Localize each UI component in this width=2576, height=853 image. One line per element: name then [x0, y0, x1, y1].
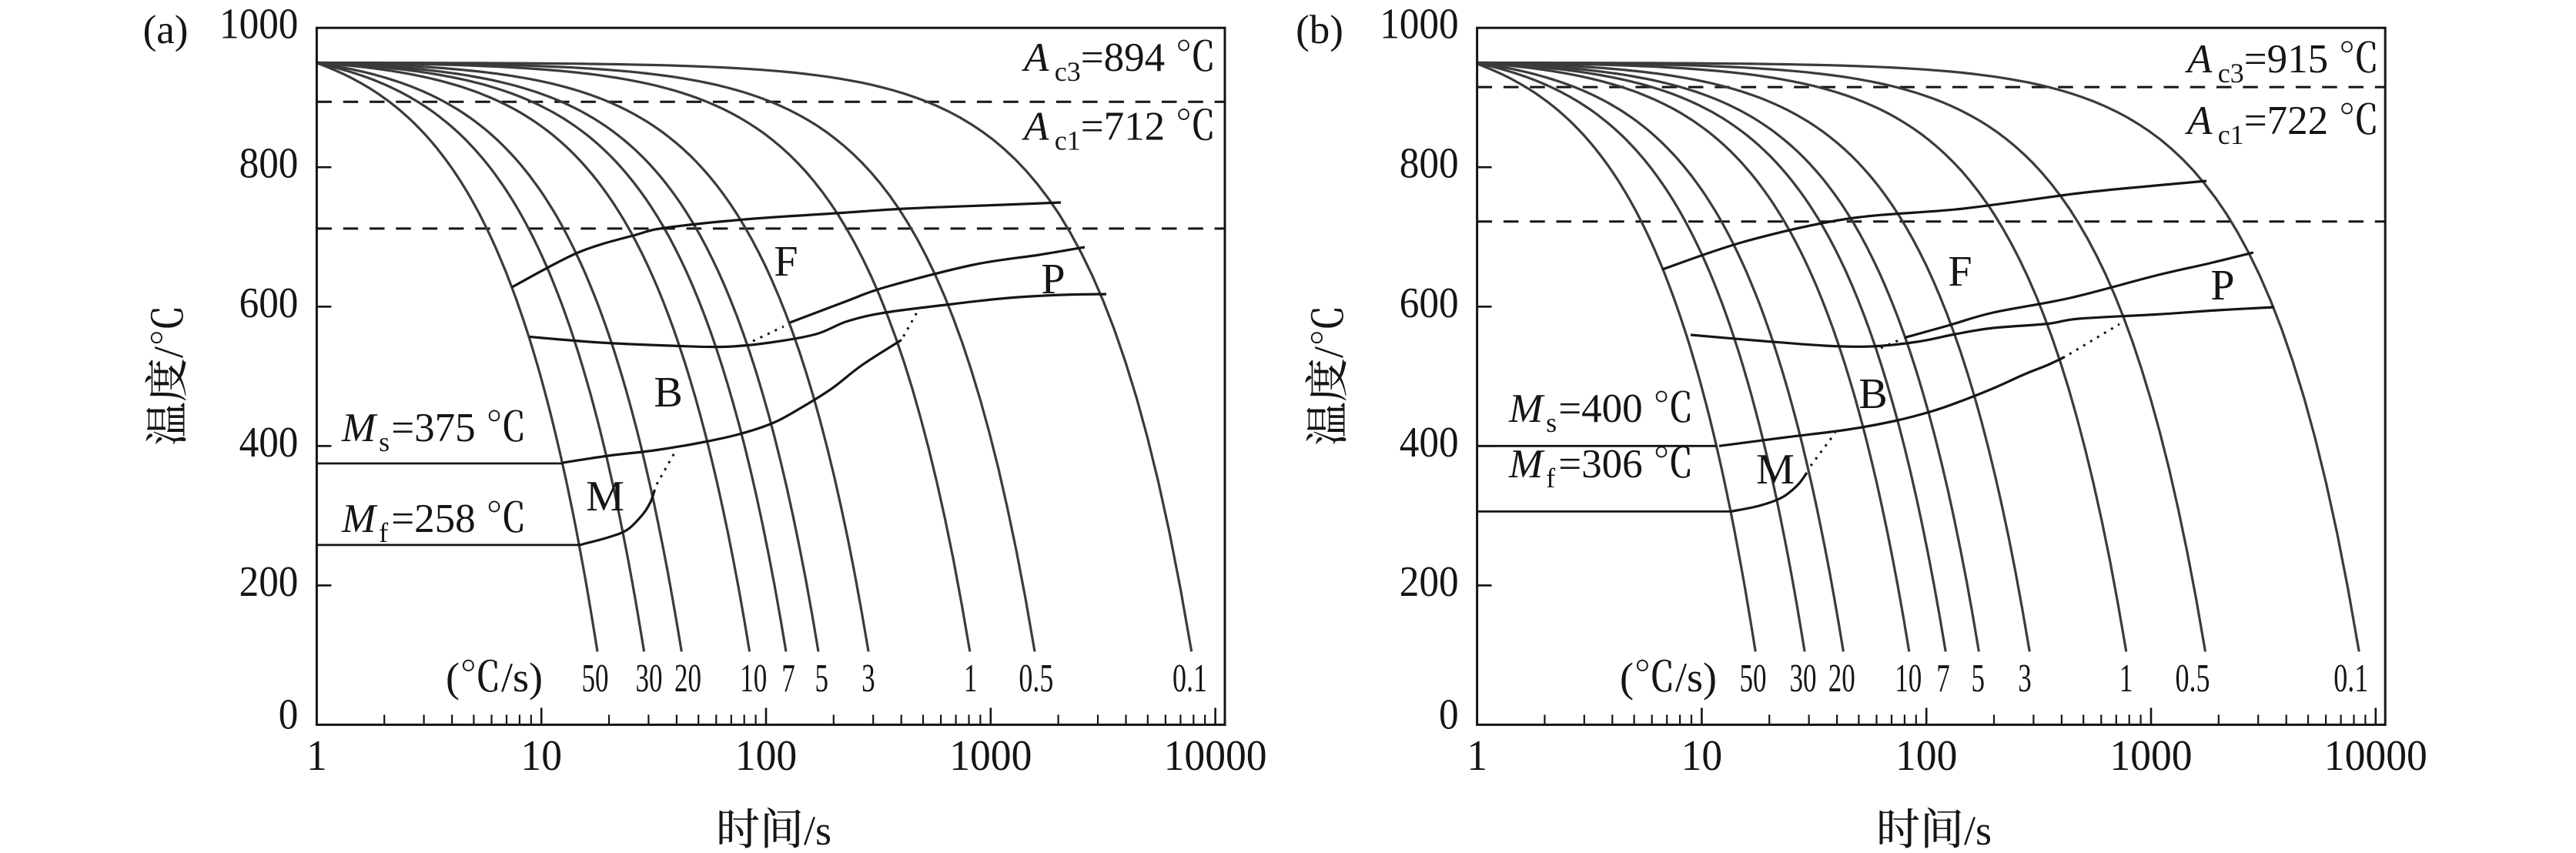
svg-text:/s): /s) [1675, 654, 1717, 701]
svg-text:600: 600 [239, 279, 299, 327]
svg-text:5: 5 [815, 657, 828, 701]
svg-text:/s: /s [804, 808, 831, 853]
svg-text:400: 400 [239, 419, 299, 467]
svg-text:10: 10 [1681, 732, 1723, 780]
svg-text:(a): (a) [143, 8, 189, 52]
svg-text:M: M [1508, 442, 1545, 487]
svg-text:c3: c3 [1055, 56, 1081, 87]
svg-text:200: 200 [239, 558, 299, 606]
svg-text:50: 50 [582, 657, 609, 701]
svg-text:M: M [1756, 446, 1795, 493]
svg-text:1000: 1000 [219, 1, 298, 49]
svg-text:F: F [774, 238, 798, 286]
svg-text:0: 0 [279, 691, 299, 738]
svg-text:20: 20 [674, 657, 701, 701]
svg-text:400: 400 [1400, 419, 1459, 467]
svg-text:c1: c1 [1055, 125, 1081, 156]
svg-text:3: 3 [2018, 657, 2032, 701]
svg-text:M: M [341, 497, 378, 541]
svg-text:7: 7 [781, 657, 795, 701]
svg-text:c3: c3 [2218, 58, 2244, 89]
svg-text:3: 3 [861, 657, 875, 701]
svg-text:=712: =712 [1081, 105, 1176, 149]
svg-text:10000: 10000 [2324, 732, 2427, 780]
svg-text:c1: c1 [2218, 119, 2244, 150]
svg-text:800: 800 [239, 140, 299, 188]
svg-text:30: 30 [1790, 657, 1817, 701]
svg-text:800: 800 [1400, 140, 1459, 188]
svg-text:(: ( [446, 654, 460, 701]
svg-text:M: M [586, 473, 624, 520]
svg-text:30: 30 [636, 657, 663, 701]
svg-text:200: 200 [1400, 558, 1459, 606]
svg-text:A: A [1022, 35, 1049, 80]
svg-text:1: 1 [2119, 657, 2133, 701]
svg-text:B: B [654, 369, 682, 416]
svg-text:5: 5 [1971, 657, 1985, 701]
svg-text:0.1: 0.1 [1173, 657, 1207, 701]
svg-text:1: 1 [1467, 732, 1487, 780]
svg-text:P: P [1041, 256, 1065, 303]
svg-text:/: / [1306, 346, 1352, 358]
svg-text:1: 1 [306, 732, 327, 780]
svg-text:10000: 10000 [1164, 732, 1267, 780]
svg-text:0.5: 0.5 [2176, 657, 2210, 701]
svg-text:A: A [2185, 99, 2213, 143]
svg-text:P: P [2210, 262, 2234, 309]
svg-text:(b): (b) [1296, 8, 1343, 52]
svg-text:f: f [379, 517, 388, 548]
svg-text:10: 10 [1895, 657, 1922, 701]
svg-text:0: 0 [1439, 691, 1459, 738]
svg-text:20: 20 [1828, 657, 1855, 701]
svg-text:=306: =306 [1558, 442, 1653, 487]
svg-text:100: 100 [1895, 732, 1957, 780]
svg-text:M: M [1508, 386, 1545, 431]
svg-text:B: B [1858, 370, 1887, 418]
svg-text:/s): /s) [501, 654, 543, 701]
svg-text:f: f [1546, 463, 1555, 493]
svg-text:=400: =400 [1558, 386, 1653, 431]
svg-text:M: M [341, 406, 378, 450]
svg-text:1000: 1000 [2109, 732, 2192, 780]
svg-text:s: s [1546, 407, 1557, 438]
svg-text:=915: =915 [2244, 37, 2339, 82]
svg-text:=722: =722 [2244, 99, 2339, 143]
svg-text:600: 600 [1400, 279, 1459, 327]
svg-text:100: 100 [735, 732, 797, 780]
svg-text:=894: =894 [1081, 35, 1176, 80]
svg-text:1: 1 [964, 657, 978, 701]
svg-text:1000: 1000 [949, 732, 1032, 780]
svg-text:A: A [1022, 105, 1049, 149]
svg-text:/: / [146, 346, 192, 358]
svg-text:50: 50 [1740, 657, 1767, 701]
svg-text:/s: /s [1964, 808, 1992, 853]
svg-text:s: s [379, 426, 390, 457]
svg-text:F: F [1948, 248, 1972, 296]
svg-text:=375: =375 [391, 406, 486, 450]
svg-text:(: ( [1620, 654, 1634, 701]
svg-text:1000: 1000 [1380, 1, 1458, 49]
svg-text:10: 10 [520, 732, 562, 780]
svg-text:0.5: 0.5 [1019, 657, 1053, 701]
svg-text:=258: =258 [391, 497, 486, 541]
svg-text:A: A [2185, 37, 2213, 82]
svg-text:0.1: 0.1 [2333, 657, 2368, 701]
svg-text:10: 10 [740, 657, 767, 701]
svg-text:7: 7 [1936, 657, 1950, 701]
